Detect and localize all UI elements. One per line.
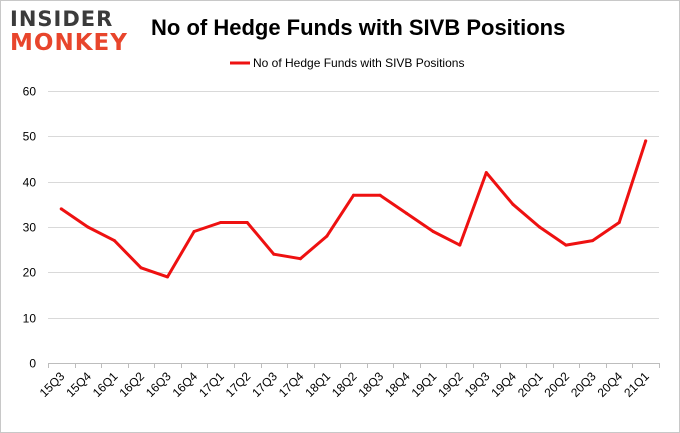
x-tick-label-17Q1: 17Q1 [196, 369, 227, 400]
logo-line-2: MONKEY [10, 30, 128, 56]
series-line-0 [59, 139, 648, 279]
logo-line-1: INSIDER [10, 7, 114, 31]
data-point-17Q3 [272, 252, 276, 256]
x-axis-tick-marks [48, 363, 660, 368]
x-tick-label-16Q2: 16Q2 [116, 369, 147, 400]
legend: No of Hedge Funds with SIVB Positions [230, 56, 464, 70]
data-point-17Q1 [219, 221, 223, 224]
data-point-18Q4 [405, 211, 409, 215]
x-tick-label-16Q3: 16Q3 [143, 369, 174, 400]
x-tick-label-17Q4: 17Q4 [276, 369, 307, 400]
legend-label: No of Hedge Funds with SIVB Positions [253, 56, 464, 70]
data-point-18Q2 [352, 193, 355, 197]
y-tick-label-50: 50 [23, 130, 37, 144]
data-point-16Q4 [192, 230, 196, 233]
y-tick-label-10: 10 [23, 312, 37, 326]
x-tick-label-19Q3: 19Q3 [462, 369, 493, 400]
y-tick-label-40: 40 [23, 176, 37, 190]
x-tick-label-17Q3: 17Q3 [249, 369, 280, 400]
data-point-20Q1 [538, 225, 541, 229]
data-point-19Q2 [458, 243, 462, 247]
x-tick-label-21Q1: 21Q1 [621, 369, 652, 400]
x-tick-label-15Q4: 15Q4 [63, 369, 94, 400]
series-group [59, 139, 648, 279]
y-tick-label-20: 20 [23, 266, 37, 280]
x-tick-label-16Q1: 16Q1 [90, 369, 121, 400]
data-point-17Q4 [298, 257, 302, 261]
data-point-18Q3 [378, 193, 382, 197]
data-point-19Q1 [431, 230, 435, 233]
x-tick-label-18Q2: 18Q2 [329, 369, 360, 400]
data-point-15Q4 [86, 225, 90, 229]
x-tick-label-20Q1: 20Q1 [515, 369, 546, 400]
data-point-19Q3 [484, 171, 488, 175]
x-axis-tick-labels: 15Q315Q416Q116Q216Q316Q417Q117Q217Q317Q4… [37, 369, 652, 400]
y-tick-label-0: 0 [29, 357, 36, 371]
x-tick-label-18Q1: 18Q1 [302, 369, 333, 400]
data-point-19Q4 [511, 202, 515, 206]
data-point-15Q3 [59, 207, 63, 211]
data-point-18Q1 [325, 234, 329, 238]
x-tick-label-20Q4: 20Q4 [595, 369, 626, 400]
data-point-20Q2 [564, 243, 568, 247]
data-point-17Q2 [245, 221, 249, 224]
x-tick-label-15Q3: 15Q3 [37, 369, 68, 400]
y-tick-label-60: 60 [23, 85, 37, 99]
data-point-16Q2 [139, 266, 143, 270]
data-point-21Q1 [644, 139, 648, 143]
x-tick-label-18Q4: 18Q4 [382, 369, 413, 400]
insider-monkey-logo: INSIDER MONKEY [10, 9, 128, 57]
x-tick-label-18Q3: 18Q3 [356, 369, 387, 400]
x-tick-label-17Q2: 17Q2 [223, 369, 254, 400]
x-tick-label-19Q1: 19Q1 [409, 369, 440, 400]
data-point-20Q3 [591, 239, 595, 243]
gridlines [48, 91, 659, 364]
data-point-16Q1 [112, 239, 116, 243]
data-point-20Q4 [617, 221, 621, 224]
x-tick-label-20Q2: 20Q2 [541, 369, 572, 400]
x-tick-label-19Q4: 19Q4 [488, 369, 519, 400]
x-tick-label-20Q3: 20Q3 [568, 369, 599, 400]
chart-title: No of Hedge Funds with SIVB Positions [151, 15, 566, 40]
y-tick-label-30: 30 [23, 221, 37, 235]
x-tick-label-19Q2: 19Q2 [435, 369, 466, 400]
x-tick-label-16Q4: 16Q4 [170, 369, 201, 400]
y-axis-tick-labels: 0 10 20 30 40 50 60 [23, 85, 37, 371]
data-point-16Q3 [166, 275, 169, 279]
